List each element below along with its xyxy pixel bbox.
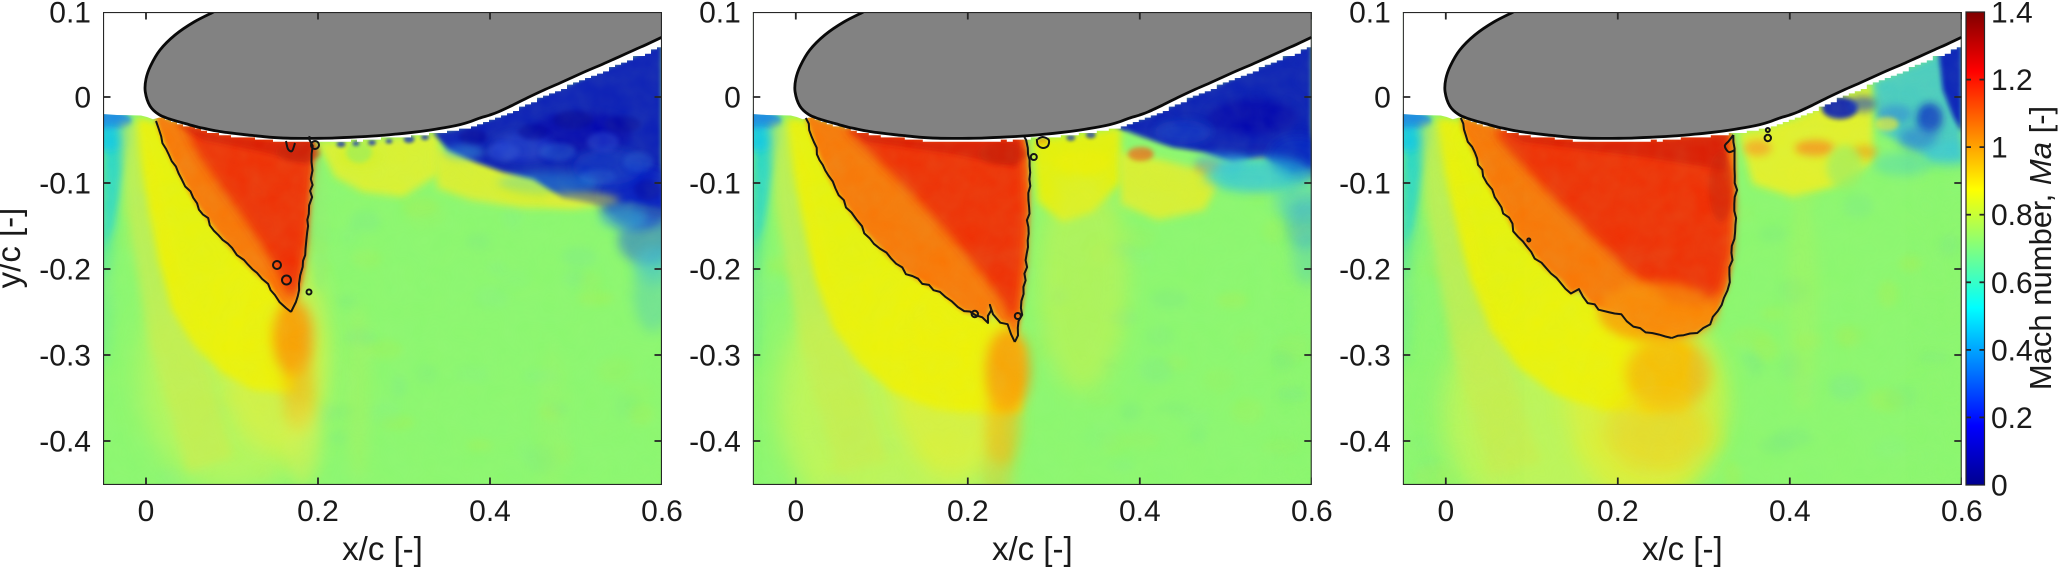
svg-text:-0.3: -0.3 (39, 340, 91, 373)
svg-text:-0.4: -0.4 (1339, 426, 1391, 459)
svg-text:x/c [-]: x/c [-] (342, 530, 423, 567)
svg-text:0.1: 0.1 (699, 0, 741, 30)
svg-text:-0.2: -0.2 (1339, 254, 1391, 287)
svg-text:-0.2: -0.2 (39, 254, 91, 287)
svg-text:-0.1: -0.1 (39, 168, 91, 201)
svg-text:0: 0 (74, 82, 91, 115)
svg-text:-0.4: -0.4 (689, 426, 741, 459)
svg-text:0: 0 (1437, 495, 1454, 528)
svg-text:-0.2: -0.2 (689, 254, 741, 287)
svg-text:0.4: 0.4 (1769, 495, 1811, 528)
svg-text:0.6: 0.6 (641, 495, 683, 528)
svg-text:-0.1: -0.1 (1339, 168, 1391, 201)
svg-text:-0.1: -0.1 (689, 168, 741, 201)
svg-text:0.2: 0.2 (297, 495, 339, 528)
svg-text:0: 0 (138, 495, 155, 528)
svg-text:x/c [-]: x/c [-] (1642, 530, 1723, 567)
svg-text:-0.3: -0.3 (1339, 340, 1391, 373)
svg-text:0.2: 0.2 (947, 495, 989, 528)
svg-text:0: 0 (724, 82, 741, 115)
svg-text:0: 0 (787, 495, 804, 528)
svg-text:0.6: 0.6 (1291, 495, 1333, 528)
svg-text:0: 0 (1991, 470, 2008, 503)
svg-text:0.2: 0.2 (1991, 402, 2033, 435)
svg-text:-0.4: -0.4 (39, 426, 91, 459)
svg-text:0.8: 0.8 (1991, 199, 2033, 232)
svg-text:-0.3: -0.3 (689, 340, 741, 373)
svg-text:1.4: 1.4 (1991, 0, 2033, 30)
svg-text:0.1: 0.1 (1349, 0, 1391, 30)
svg-text:0.4: 0.4 (1991, 334, 2033, 367)
svg-text:0.1: 0.1 (49, 0, 91, 30)
svg-text:1.2: 1.2 (1991, 64, 2033, 97)
svg-text:y/c [-]: y/c [-] (0, 208, 27, 289)
svg-text:Mach number, Ma [-]: Mach number, Ma [-] (2023, 106, 2058, 390)
svg-text:x/c [-]: x/c [-] (992, 530, 1073, 567)
svg-text:0: 0 (1374, 82, 1391, 115)
svg-text:0.4: 0.4 (1119, 495, 1161, 528)
svg-text:0.4: 0.4 (469, 495, 511, 528)
svg-text:0.2: 0.2 (1597, 495, 1639, 528)
svg-text:0.6: 0.6 (1991, 267, 2033, 300)
svg-text:0.6: 0.6 (1941, 495, 1983, 528)
svg-text:1: 1 (1991, 132, 2008, 165)
